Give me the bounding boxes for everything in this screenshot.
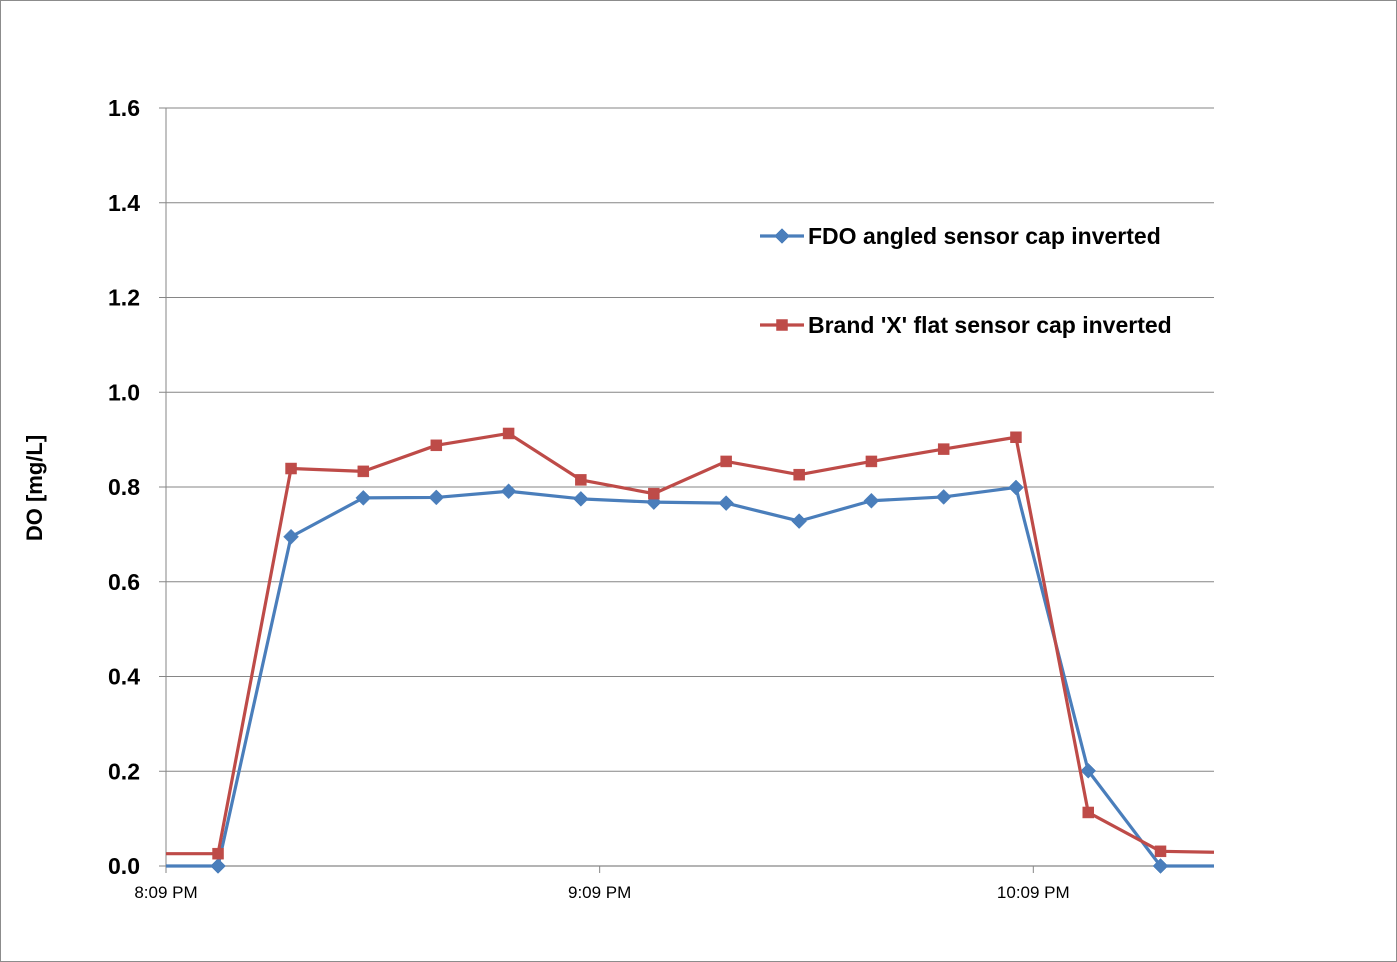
data-point-fdo xyxy=(1152,858,1169,874)
y-tick-label: 0.4 xyxy=(108,664,140,690)
y-tick-label: 1.0 xyxy=(108,379,140,405)
data-point-brand-x xyxy=(1082,806,1094,819)
data-point-fdo xyxy=(283,528,299,545)
gridlines xyxy=(166,107,1214,772)
data-point-brand-x xyxy=(212,847,224,860)
data-point-fdo xyxy=(863,492,880,509)
axes xyxy=(159,107,1214,873)
data-point-fdo xyxy=(718,495,734,511)
data-point-brand-x xyxy=(430,439,443,452)
data-point-fdo xyxy=(1080,762,1097,779)
x-tick-label: 8:09 PM xyxy=(134,883,197,902)
series-brand-x xyxy=(166,427,1215,860)
y-tick-labels: 0.0 0.2 0.4 0.6 0.8 1.0 1.2 1.4 1.6 xyxy=(108,95,140,879)
data-point-brand-x xyxy=(720,455,732,468)
data-point-fdo xyxy=(428,489,445,506)
legend-label-brand-x: Brand 'X' flat sensor cap inverted xyxy=(808,312,1172,338)
y-tick-label: 1.4 xyxy=(108,190,140,216)
y-tick-label: 0.0 xyxy=(108,853,140,879)
y-tick-label: 0.8 xyxy=(108,474,140,500)
y-tick-label: 0.2 xyxy=(108,758,140,784)
legend: FDO angled sensor cap inverted Brand 'X' … xyxy=(760,223,1172,338)
data-point-brand-x xyxy=(502,427,515,440)
data-point-fdo xyxy=(573,490,589,507)
data-point-brand-x xyxy=(865,455,878,468)
data-point-fdo xyxy=(500,483,517,500)
series-lines xyxy=(166,427,1215,874)
data-point-fdo xyxy=(355,490,372,506)
legend-item-fdo: FDO angled sensor cap inverted xyxy=(760,223,1161,249)
data-point-brand-x xyxy=(357,465,370,478)
data-point-brand-x xyxy=(937,443,950,455)
data-point-brand-x xyxy=(285,462,297,475)
data-point-fdo xyxy=(935,489,952,505)
data-point-fdo xyxy=(1008,479,1024,496)
legend-marker-brand-x xyxy=(776,319,788,331)
y-tick-label: 0.6 xyxy=(108,569,140,595)
x-tick-labels: 8:09 PM 9:09 PM 10:09 PM xyxy=(134,883,1069,902)
data-point-brand-x xyxy=(575,474,587,486)
data-point-brand-x xyxy=(1154,845,1167,858)
series-line-brand-x xyxy=(166,431,1215,856)
legend-item-brand-x: Brand 'X' flat sensor cap inverted xyxy=(760,312,1172,338)
y-axis-title: DO [mg/L] xyxy=(22,435,47,541)
data-point-fdo xyxy=(791,513,807,529)
legend-marker-fdo xyxy=(774,228,790,244)
data-point-brand-x xyxy=(1010,431,1022,444)
y-tick-label: 1.6 xyxy=(108,95,140,121)
x-tick-label: 10:09 PM xyxy=(997,883,1070,902)
legend-label-fdo: FDO angled sensor cap inverted xyxy=(808,223,1161,249)
x-tick-label: 9:09 PM xyxy=(568,883,631,902)
data-point-brand-x xyxy=(648,487,660,500)
data-point-brand-x xyxy=(793,468,805,481)
y-tick-label: 1.2 xyxy=(108,285,140,311)
data-point-fdo xyxy=(210,858,226,874)
